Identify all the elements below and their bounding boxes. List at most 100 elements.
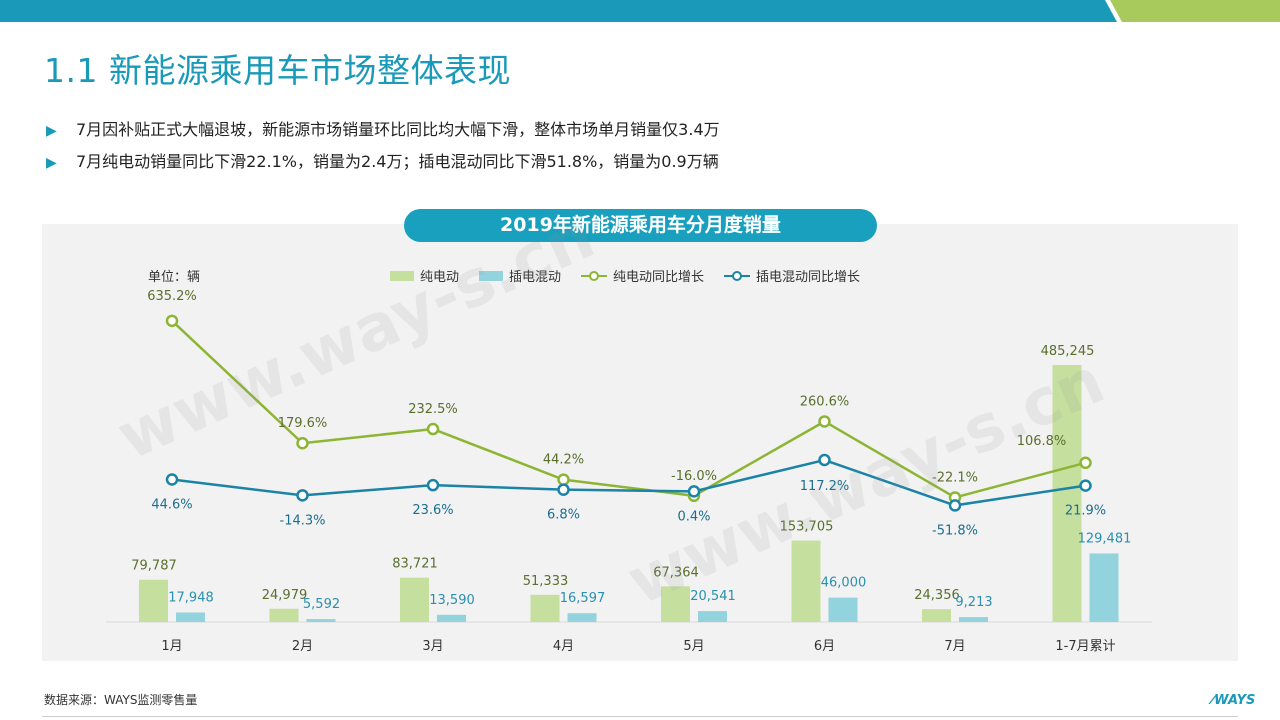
bar-phev [437, 614, 466, 622]
point-phev-growth [1079, 479, 1092, 492]
legend-swatch-phev-growth [724, 270, 751, 282]
bar-label-phev: 17,948 [168, 590, 214, 605]
point-phev-growth [296, 489, 309, 502]
bullet-text: 7月纯电动销量同比下滑22.1%，销量为2.4万；插电混动同比下滑51.8%，销… [76, 152, 719, 171]
bar-label-bev: 51,333 [523, 574, 569, 589]
triangle-right-icon: ▶ [46, 155, 57, 171]
x-tick-label: 5月 [683, 639, 704, 654]
x-tick-label: 7月 [944, 639, 965, 654]
line-phev-growth [171, 458, 1086, 507]
x-tick-label: 1月 [161, 639, 182, 654]
ways-logo: ⁄WAYS [1212, 693, 1256, 708]
bullet-text: 7月因补贴正式大幅退坡，新能源市场销量环比同比均大幅下滑，整体市场单月销量仅3.… [76, 120, 720, 139]
bar-bev [139, 579, 168, 622]
line-bev-growth [171, 319, 1086, 499]
bar-label-bev: 67,364 [653, 565, 699, 580]
legend-item-phev-growth: 插电混动同比增长 [724, 266, 860, 285]
page-title: 1.1 新能源乘用车市场整体表现 [44, 51, 511, 90]
bullet-list: ▶ 7月因补贴正式大幅退坡，新能源市场销量环比同比均大幅下滑，整体市场单月销量仅3… [46, 116, 720, 180]
bar-bev [400, 577, 429, 622]
legend-swatch-bev [390, 270, 414, 281]
legend-item-phev: 插电混动 [479, 266, 561, 285]
point-label-phev-growth: -51.8% [932, 523, 978, 538]
point-phev-growth [557, 483, 570, 496]
x-tick-label: 2月 [292, 639, 313, 654]
legend-label: 插电混动 [509, 270, 562, 285]
point-label-phev-growth: 44.6% [151, 498, 192, 513]
bar-bev [530, 594, 560, 622]
point-label-phev-growth: 0.4% [677, 509, 710, 524]
point-phev-growth [948, 499, 962, 512]
point-label-phev-growth: 6.8% [547, 508, 580, 523]
legend-label: 纯电动同比增长 [613, 270, 705, 285]
legend-item-bev: 纯电动 [390, 266, 459, 285]
point-bev-growth [296, 436, 309, 450]
bar-label-phev: 46,000 [821, 576, 867, 591]
point-label-bev-growth: 635.2% [147, 289, 197, 304]
point-label-bev-growth: -16.0% [671, 469, 717, 484]
bullet-item: ▶ 7月因补贴正式大幅退坡，新能源市场销量环比同比均大幅下滑，整体市场单月销量仅3… [46, 116, 720, 148]
footer-divider [42, 716, 1238, 717]
point-phev-growth [818, 453, 831, 467]
legend-swatch-phev [479, 270, 504, 281]
bar-label-phev: 5,592 [303, 597, 340, 612]
logo-mark-icon: ⁄ [1212, 693, 1215, 708]
point-phev-growth [687, 485, 701, 498]
point-phev-growth [165, 473, 179, 486]
legend-item-bev-growth: 纯电动同比增长 [581, 266, 704, 285]
bar-bev [269, 608, 299, 622]
point-label-bev-growth: 44.2% [543, 453, 584, 468]
point-bev-growth [426, 422, 440, 436]
point-label-bev-growth: 179.6% [278, 416, 328, 431]
x-tick-label: 4月 [553, 639, 574, 654]
bar-phev [959, 617, 988, 622]
bar-bev [791, 540, 821, 622]
legend-swatch-bev-growth [581, 270, 608, 282]
bar-label-phev: 129,481 [1078, 531, 1132, 546]
data-source: 数据来源：WAYS监测零售量 [44, 693, 198, 707]
point-label-bev-growth: 260.6% [800, 394, 850, 409]
legend-label: 插电混动同比增长 [756, 270, 861, 285]
bar-label-phev: 13,590 [429, 593, 475, 608]
point-label-bev-growth: 106.8% [1017, 434, 1067, 449]
point-label-phev-growth: 23.6% [412, 503, 453, 518]
chart-panel [42, 224, 1238, 661]
bar-phev [1089, 553, 1119, 622]
point-label-bev-growth: 232.5% [408, 402, 458, 417]
bar-label-bev: 83,721 [392, 557, 438, 572]
point-bev-growth [165, 314, 179, 328]
bar-label-bev: 24,979 [262, 588, 308, 603]
bar-label-phev: 9,213 [955, 595, 992, 610]
unit-label: 单位：辆 [148, 270, 201, 285]
bar-bev [661, 586, 690, 622]
triangle-right-icon: ▶ [46, 123, 57, 139]
bar-bev [1052, 365, 1082, 622]
bar-label-phev: 20,541 [690, 589, 736, 604]
legend-label: 纯电动 [420, 270, 460, 285]
point-phev-growth [426, 478, 440, 492]
point-label-phev-growth: -14.3% [280, 513, 326, 528]
x-tick-label: 6月 [814, 639, 835, 654]
point-label-bev-growth: -22.1% [932, 470, 978, 485]
point-bev-growth [818, 415, 831, 428]
bar-bev [922, 609, 951, 622]
bullet-item: ▶ 7月纯电动销量同比下滑22.1%，销量为2.4万；插电混动同比下滑51.8%，… [46, 148, 720, 180]
bar-phev [176, 612, 205, 622]
point-bev-growth [557, 473, 570, 486]
bar-phev [306, 619, 336, 622]
bar-label-phev: 16,597 [560, 591, 606, 606]
chart-title: 2019年新能源乘用车分月度销量 [404, 209, 877, 242]
bar-phev [828, 597, 858, 622]
bar-label-bev: 24,356 [914, 588, 960, 603]
x-tick-label: 1-7月累计 [1055, 639, 1115, 654]
bar-label-bev: 485,245 [1041, 344, 1095, 359]
chart-legend: 纯电动 插电混动 纯电动同比增长 插电混动同比增长 [390, 266, 880, 285]
x-tick-label: 3月 [422, 639, 443, 654]
bar-phev [567, 613, 597, 622]
point-bev-growth [1079, 456, 1092, 470]
point-label-phev-growth: 21.9% [1065, 504, 1106, 519]
bar-label-bev: 153,705 [780, 520, 834, 535]
header-band [0, 0, 1280, 22]
bar-phev [698, 611, 727, 622]
point-label-phev-growth: 117.2% [800, 479, 850, 494]
